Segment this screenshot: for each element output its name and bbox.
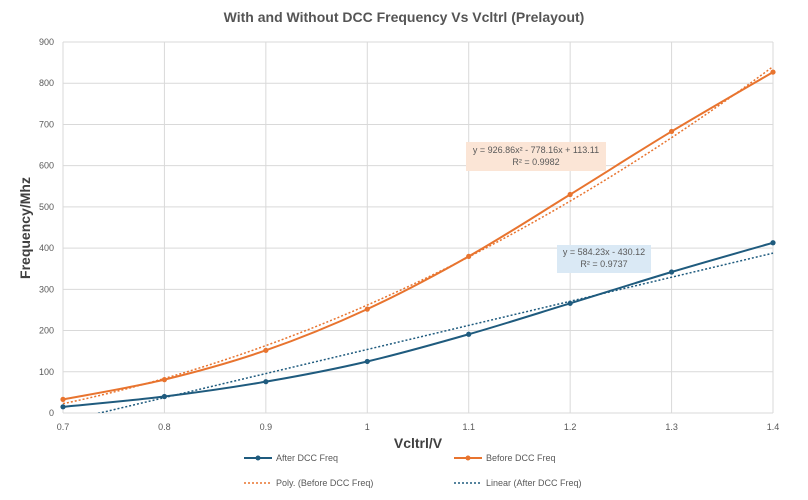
x-tick-labels: 0.7 0.8 0.9 1 1.1 1.2 1.3 1.4 [57,422,780,432]
y-tick-label: 800 [39,78,54,88]
y-tick-label: 500 [39,202,54,212]
x-tick-label: 0.7 [57,422,70,432]
y-tick-label: 400 [39,243,54,253]
poly-equation-label: y = 926.86x² - 778.16x + 113.11 R² = 0.9… [466,142,606,171]
y-tick-label: 100 [39,367,54,377]
data-point-before-dcc-freq [668,128,675,135]
legend: After DCC Freq Before DCC Freq Poly. (Be… [244,453,582,488]
y-tick-label: 700 [39,119,54,129]
y-tick-label: 300 [39,284,54,294]
legend-marker-after-dcc [255,455,261,461]
legend-label-poly-trend: Poly. (Before DCC Freq) [276,478,373,488]
linear-equation-box [557,245,651,273]
x-tick-label: 1.1 [462,422,475,432]
data-point-after-dcc-freq [668,269,675,275]
linear-equation-label: y = 584.23x - 430.12 R² = 0.9737 [557,245,651,273]
data-point-after-dcc-freq [567,300,573,306]
legend-label-after-dcc: After DCC Freq [276,453,338,463]
y-axis-title: Frequency/Mhz [17,177,33,279]
y-tick-label: 600 [39,161,54,171]
chart-title: With and Without DCC Frequency Vs Vcltrl… [224,9,585,25]
poly-equation-box [466,142,606,171]
series-line-after-dcc-freq [62,241,774,408]
trendlines [63,65,774,413]
data-point-before-dcc-freq [770,69,776,75]
data-point-after-dcc-freq [60,404,66,410]
data-point-after-dcc-freq [770,240,776,246]
data-point-after-dcc-freq [364,358,370,365]
y-tick-labels: 0 100 200 300 400 500 600 700 800 900 [39,37,54,418]
series-lines [62,71,774,408]
series-line-before-dcc-freq [62,71,774,401]
x-tick-label: 1.2 [564,422,577,432]
y-tick-label: 900 [39,37,54,47]
data-point-before-dcc-freq [161,377,168,383]
x-tick-label: 1 [365,422,370,432]
legend-marker-before-dcc [465,455,471,461]
legend-item-poly-trend[interactable]: Poly. (Before DCC Freq) [244,478,373,488]
trendline-poly-before-dcc-freq [63,65,774,405]
legend-item-after-dcc[interactable]: After DCC Freq [244,453,338,463]
poly-equation-text: y = 926.86x² - 778.16x + 113.11 [473,145,599,155]
x-tick-label: 1.4 [767,422,780,432]
data-point-before-dcc-freq [466,253,472,259]
x-tick-label: 0.9 [260,422,273,432]
legend-label-before-dcc: Before DCC Freq [486,453,556,463]
x-tick-label: 0.8 [158,422,171,432]
grid-lines [62,41,774,414]
legend-item-linear-trend[interactable]: Linear (After DCC Freq) [454,478,582,488]
data-point-before-dcc-freq [263,347,269,353]
data-point-before-dcc-freq [364,306,370,312]
legend-label-linear-trend: Linear (After DCC Freq) [486,478,582,488]
y-tick-label: 200 [39,326,54,336]
data-point-before-dcc-freq [60,396,66,402]
x-axis-title: Vcltrl/V [394,435,443,451]
linear-equation-text: y = 584.23x - 430.12 [563,247,645,257]
data-point-before-dcc-freq [567,191,573,198]
legend-item-before-dcc[interactable]: Before DCC Freq [454,453,556,463]
data-point-after-dcc-freq [263,379,269,385]
data-points [60,69,776,410]
linear-r2-text: R² = 0.9737 [580,259,627,269]
data-point-after-dcc-freq [161,393,168,400]
data-point-after-dcc-freq [466,331,472,337]
poly-r2-text: R² = 0.9982 [512,157,559,167]
x-tick-label: 1.3 [665,422,678,432]
y-tick-label: 0 [49,408,54,418]
